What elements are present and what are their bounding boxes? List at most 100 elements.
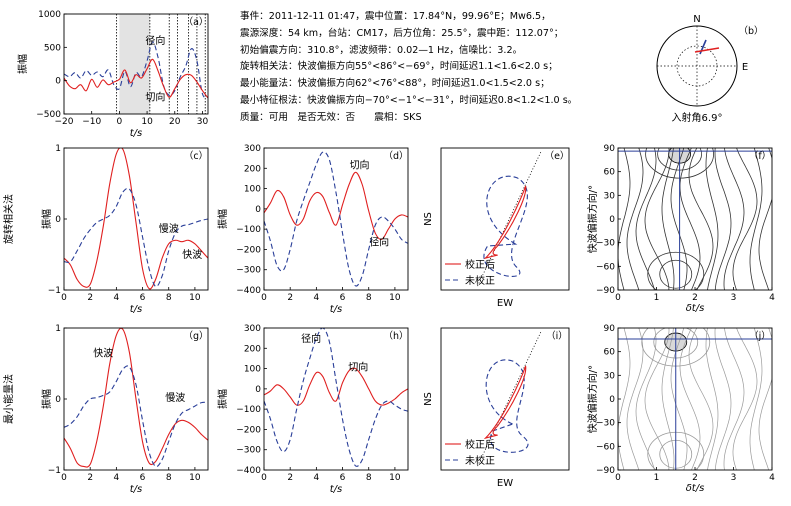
contour-line: [723, 328, 745, 470]
legend-label-uncorrected: 未校正: [465, 454, 495, 467]
y-tick-label: −200: [236, 425, 261, 435]
panel-tag: （j）: [749, 330, 771, 342]
x-tick-label: 3: [731, 293, 737, 303]
panel-d: 0 2 4 6 8 10 −400 −300 −200 −100 0 100 200 300 （d） t/s 振…: [216, 144, 409, 315]
north-label: N: [693, 14, 700, 25]
y-tick-label: 100: [244, 365, 261, 375]
panel-tag: （d）: [383, 150, 408, 162]
contour-line: [705, 328, 719, 470]
window-shade: [119, 14, 150, 114]
y-tick-label: −60: [596, 262, 615, 272]
y-axis-label: 振幅: [16, 54, 29, 74]
panel-b: N E （b） 入射角6.9°: [656, 14, 764, 124]
y-tick-label: −500: [36, 110, 61, 120]
x-tick-label: 0: [261, 473, 267, 483]
x-axis-label: t/s: [130, 128, 143, 139]
x-tick-label: 0: [61, 293, 67, 303]
polarization-direction: [477, 151, 542, 287]
series-line-径向: [264, 151, 408, 287]
event-info-line: 最小能量法：快波偏振方向62°<76°<88°，时间延迟1.0<1.5<2.0 …: [240, 78, 550, 90]
wave-label: 径向: [145, 34, 165, 47]
x-tick-label: 10: [141, 117, 153, 127]
axes-frame: [263, 147, 409, 291]
wave-label: 慢波: [165, 391, 185, 404]
contour-line: [679, 328, 701, 470]
series-line-快波: [64, 328, 208, 468]
series-line-切向: [64, 58, 208, 99]
contour-line: [732, 328, 758, 470]
contour-line: [635, 328, 657, 470]
y-tick-label: 30: [604, 371, 616, 381]
x-tick-label: 8: [166, 293, 172, 303]
y-tick-label: −1: [48, 466, 61, 476]
x-tick-label: 8: [366, 473, 372, 483]
x-tick-label: 10: [189, 293, 201, 303]
y-tick-label: 60: [604, 348, 616, 358]
axes-frame: [263, 327, 409, 471]
x-tick-label: 10: [189, 473, 201, 483]
contour-loop: [659, 259, 693, 289]
y-axis-label: 快波偏振方向/°: [586, 365, 599, 433]
contour-line: [679, 148, 701, 290]
panel-tag: （i）: [546, 330, 568, 342]
y-tick-label: 500: [44, 43, 61, 53]
y-tick-label: 200: [244, 344, 261, 354]
contour-line: [626, 328, 644, 470]
x-tick-label: 6: [140, 473, 146, 483]
x-axis-label: t/s: [330, 304, 343, 315]
y-axis-label: 振幅: [40, 209, 53, 229]
x-tick-label: 1: [654, 293, 660, 303]
contour-line: [644, 148, 670, 290]
contour-line: [688, 328, 714, 470]
x-tick-label: 0: [117, 117, 123, 127]
y-tick-label: 0: [609, 215, 615, 225]
panel-tag: （h）: [383, 330, 408, 342]
y-tick-label: −300: [236, 266, 261, 276]
y-tick-label: 1000: [38, 10, 61, 20]
contour-line: [661, 328, 675, 470]
y-tick-label: 0: [255, 385, 261, 395]
y-tick-label: 200: [244, 164, 261, 174]
y-tick-label: 300: [244, 144, 261, 154]
y-tick-label: 0: [55, 395, 61, 405]
x-tick-label: 0: [261, 293, 267, 303]
x-tick-label: 2: [692, 293, 698, 303]
contour-loop: [647, 251, 705, 290]
y-tick-label: 0: [55, 77, 61, 87]
y-tick-label: 1: [55, 324, 61, 334]
event-info: 事件：2011-12-11 01:47，震中位置：17.84°N，99.96°E…: [240, 9, 640, 127]
contour-line: [758, 328, 772, 470]
x-tick-label: 4: [769, 473, 775, 483]
x-axis-label: t/s: [130, 484, 143, 495]
y-axis-label: NS: [423, 212, 434, 226]
contour-line: [714, 328, 732, 470]
x-tick-label: −10: [82, 117, 101, 127]
series-line-切向: [264, 171, 408, 240]
x-tick-label: 4: [113, 293, 119, 303]
y-tick-label: −1: [48, 286, 61, 296]
y-axis-label: 快波偏振方向/°: [586, 185, 599, 253]
contour-line: [732, 148, 758, 290]
polarization-direction: [477, 331, 542, 467]
contour-line: [688, 148, 714, 290]
x-tick-label: 4: [113, 473, 119, 483]
contour-line: [670, 328, 688, 470]
event-info-line: 事件：2011-12-11 01:47，震中位置：17.84°N，99.96°E…: [240, 11, 551, 22]
contour-line: [758, 148, 772, 290]
x-tick-label: 0: [615, 293, 621, 303]
contour-line: [618, 148, 631, 290]
x-tick-label: 1: [654, 473, 660, 483]
y-tick-label: 100: [244, 185, 261, 195]
x-tick-label: 4: [313, 473, 319, 483]
y-axis-label: 振幅: [216, 389, 229, 409]
panel-tag: （g）: [183, 330, 208, 342]
corrected-motion: [483, 365, 527, 440]
y-tick-label: 30: [604, 191, 616, 201]
panel-f: 0 1 2 3 4 −90 −60 −30 0 30 60 90 （f） δt/s 快波偏振方向/°: [586, 144, 775, 314]
contour-line: [635, 148, 657, 290]
y-axis-label: NS: [423, 392, 434, 406]
legend-label-corrected: 校正后: [465, 258, 495, 271]
